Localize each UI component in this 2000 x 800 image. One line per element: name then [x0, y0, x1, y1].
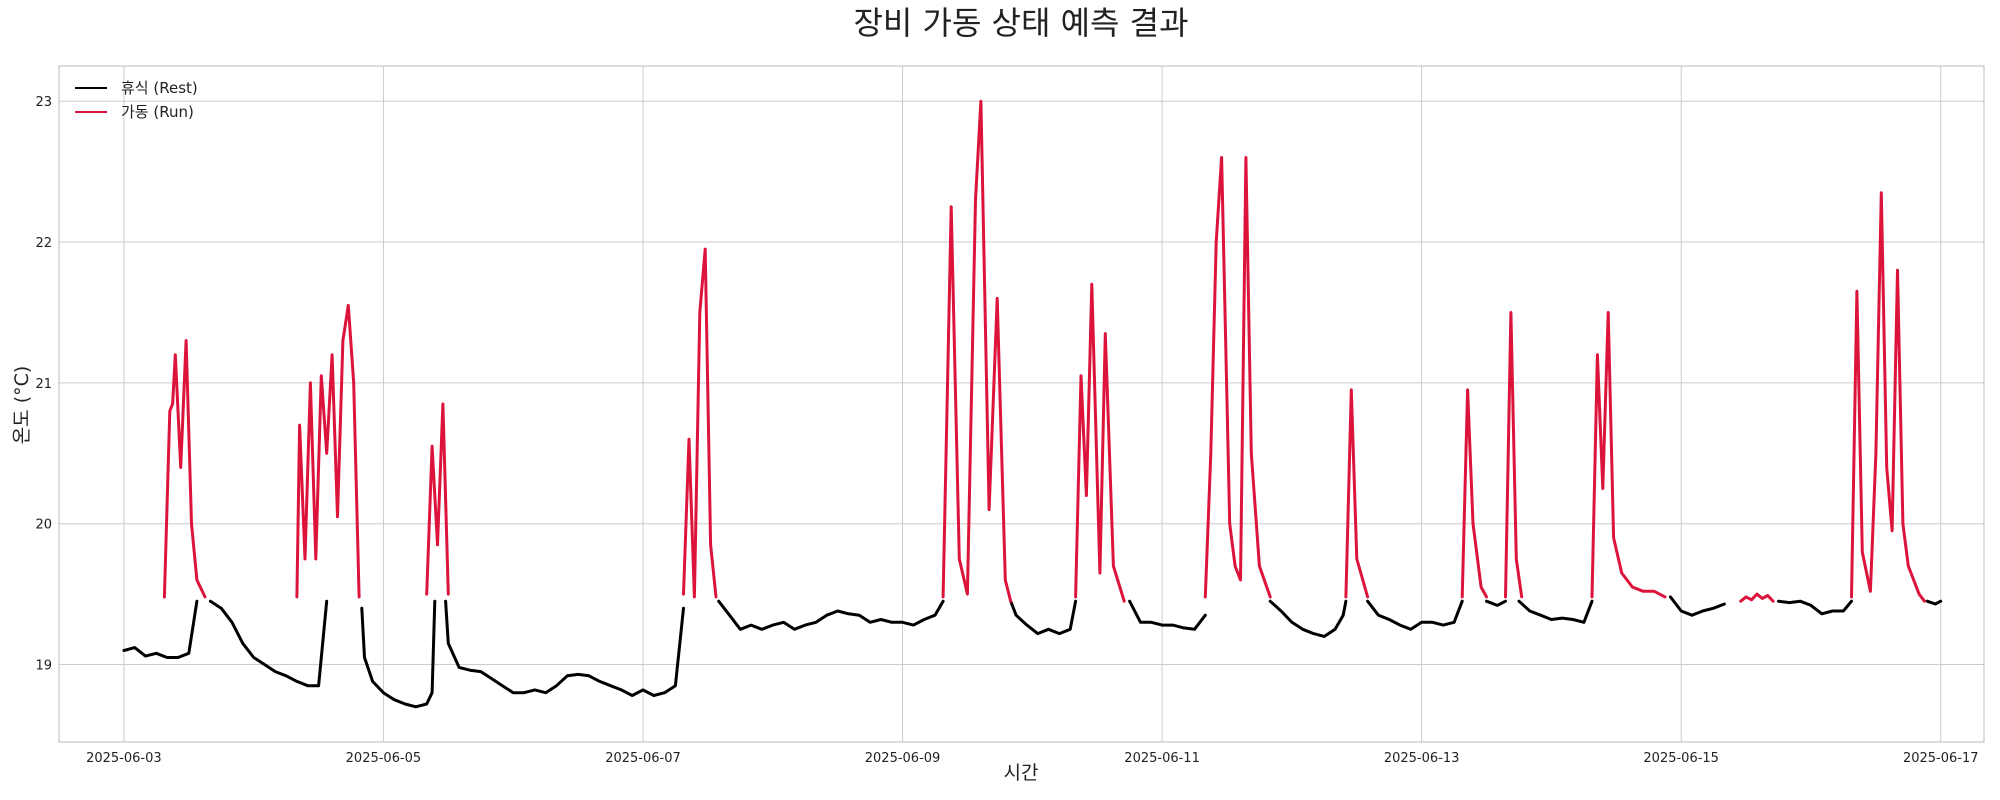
series-segment-line [1009, 599, 1078, 636]
axis-ticks: 2025-06-03 2025-06-05 2025-06-07 2025-06-09… [35, 95, 1978, 766]
series-segment-line [295, 303, 361, 599]
x-axis-label: 시간 [1004, 762, 1039, 784]
series-lines [122, 99, 1943, 709]
grid [59, 66, 1984, 742]
series-segment-line [208, 599, 329, 688]
series-segment-line [717, 599, 945, 631]
legend-label-run: 가동 (Run) [121, 103, 194, 121]
series-segment-line [1268, 599, 1348, 638]
series-segment-line [1777, 599, 1853, 616]
series-segment-line [360, 599, 437, 709]
series-segment-line [1850, 191, 1926, 603]
series-segment-line [1128, 599, 1207, 631]
x-tick-label: 2025-06-05 [346, 751, 422, 766]
series-segment-line [1739, 592, 1775, 603]
x-tick-label: 2025-06-03 [86, 751, 162, 766]
legend-label-rest: 휴식 (Rest) [121, 79, 198, 97]
series-segment-line [1517, 599, 1594, 624]
series-segment-line [1074, 282, 1126, 603]
x-tick-label: 2025-06-11 [1124, 751, 1200, 766]
y-tick-label: 21 [35, 377, 52, 392]
series-segment-line [162, 339, 207, 599]
x-tick-label: 2025-06-15 [1643, 751, 1719, 766]
series-segment-line [941, 99, 1013, 603]
series-rest [122, 595, 1943, 709]
series-segment-line [682, 247, 718, 599]
series-segment-line [1668, 595, 1726, 617]
series-segment-line [1590, 311, 1667, 599]
series-segment-line [1460, 388, 1488, 599]
chart-title: 장비 가동 상태 예측 결과 [853, 4, 1188, 42]
x-tick-label: 2025-06-07 [605, 751, 681, 766]
y-tick-label: 22 [35, 236, 52, 251]
legend: 휴식 (Rest) 가동 (Run) [75, 79, 198, 121]
series-segment-line [1925, 599, 1943, 606]
x-tick-label: 2025-06-13 [1384, 751, 1460, 766]
y-tick-label: 23 [35, 95, 52, 110]
series-segment-line [1344, 388, 1370, 599]
series-segment-line [1366, 599, 1464, 631]
series-segment-line [1203, 156, 1272, 599]
series-segment-line [1504, 311, 1524, 599]
y-axis-label: 온도 (°C) [11, 366, 33, 445]
x-tick-label: 2025-06-09 [865, 751, 941, 766]
series-segment-line [444, 599, 685, 697]
series-segment-line [1485, 599, 1507, 607]
x-tick-label: 2025-06-17 [1903, 751, 1979, 766]
series-run [162, 99, 1926, 603]
series-segment-line [425, 402, 450, 596]
series-segment-line [122, 599, 199, 659]
plot-frame [58, 65, 1985, 743]
y-tick-label: 19 [35, 659, 52, 674]
y-tick-label: 20 [35, 518, 52, 533]
